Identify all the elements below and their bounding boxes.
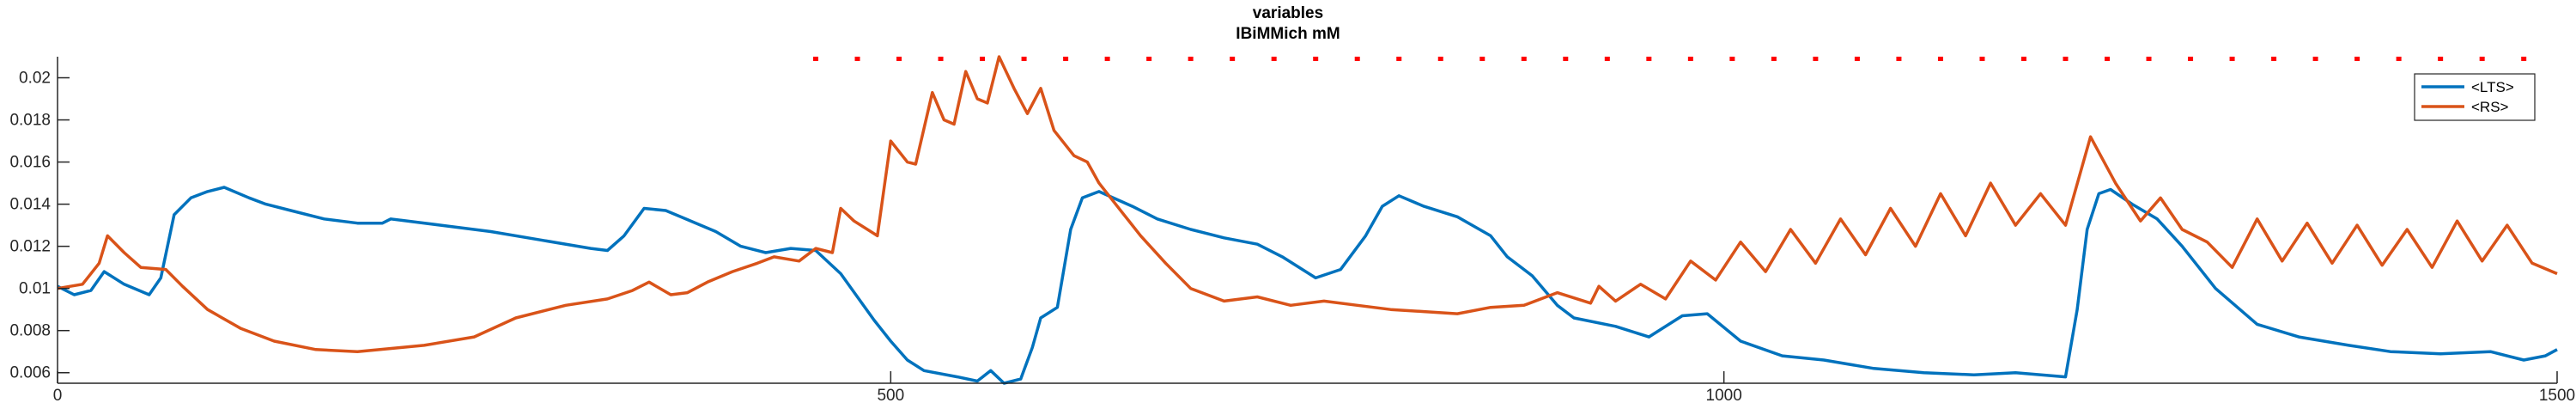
event-marker [2396, 56, 2402, 61]
legend-label: <LTS> [2471, 79, 2514, 95]
event-marker [854, 56, 860, 61]
x-tick-label: 500 [877, 387, 904, 403]
event-marker [2271, 56, 2277, 61]
event-marker [2521, 56, 2527, 61]
series-line-lts [57, 186, 2558, 385]
event-marker [980, 56, 986, 61]
event-marker [1021, 56, 1027, 61]
event-marker [1396, 56, 1402, 61]
plot-background [58, 57, 2557, 383]
chart-title-line-2: IBiMMich mM [1236, 25, 1340, 43]
event-marker [1896, 56, 1902, 61]
y-tick-label: 0.014 [9, 196, 51, 214]
event-marker [2354, 56, 2360, 61]
event-marker [2105, 56, 2111, 61]
y-tick-label: 0.016 [9, 154, 51, 172]
y-tick-label: 0.006 [9, 364, 51, 382]
event-marker [1313, 56, 1319, 61]
event-marker [2063, 56, 2069, 61]
series-line-rs [57, 55, 2558, 353]
event-marker [1146, 56, 1152, 61]
event-marker [1646, 56, 1652, 61]
event-marker [1188, 56, 1194, 61]
event-marker [2020, 56, 2026, 61]
event-marker [813, 56, 819, 61]
legend-label: <RS> [2471, 99, 2509, 115]
event-marker [1937, 56, 1943, 61]
plot-area [58, 57, 2557, 383]
event-marker [2312, 56, 2318, 61]
x-tick-label: 0 [53, 387, 63, 403]
event-marker [1729, 56, 1735, 61]
chart-title-line-1: variables [1253, 4, 1323, 22]
event-marker [1521, 56, 1527, 61]
event-marker [2438, 56, 2444, 61]
event-marker [1687, 56, 1693, 61]
legend: <LTS> <RS> [2414, 73, 2536, 121]
event-marker [1854, 56, 1860, 61]
event-marker [1354, 56, 1360, 61]
event-marker [1271, 56, 1277, 61]
event-marker [1063, 56, 1069, 61]
axes: 0 500 1000 1500 0.006 0.008 0.01 0.012 0.014 0.01… [9, 57, 2575, 403]
event-marker [1979, 56, 1985, 61]
legend-box [2414, 73, 2536, 121]
event-marker [1104, 56, 1110, 61]
x-tick-label: 1000 [1706, 387, 1742, 403]
event-marker [938, 56, 944, 61]
event-marker [896, 56, 902, 61]
event-markers [813, 56, 2527, 61]
series-layer [57, 55, 2558, 385]
y-tick-label: 0.018 [9, 112, 51, 130]
event-marker [1771, 56, 1777, 61]
event-marker [2188, 56, 2194, 61]
event-marker [2229, 56, 2235, 61]
event-marker [2146, 56, 2152, 61]
event-marker [1563, 56, 1569, 61]
event-marker [1604, 56, 1610, 61]
y-tick-label: 0.01 [19, 280, 51, 298]
event-marker [1813, 56, 1819, 61]
event-marker [1479, 56, 1485, 61]
x-tick-label: 1500 [2539, 387, 2575, 403]
y-tick-label: 0.02 [19, 70, 51, 88]
y-tick-label: 0.008 [9, 322, 51, 340]
event-marker [1437, 56, 1443, 61]
event-marker [2479, 56, 2485, 61]
y-tick-label: 0.012 [9, 238, 51, 256]
event-marker [1230, 56, 1236, 61]
